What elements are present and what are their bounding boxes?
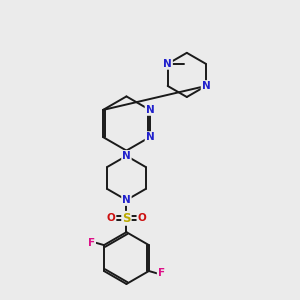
Text: S: S bbox=[122, 212, 131, 225]
Text: N: N bbox=[202, 81, 210, 91]
Text: F: F bbox=[88, 238, 95, 248]
Text: F: F bbox=[158, 268, 165, 278]
Text: O: O bbox=[137, 213, 146, 223]
Text: N: N bbox=[122, 151, 131, 161]
Text: N: N bbox=[146, 132, 154, 142]
Text: O: O bbox=[107, 213, 116, 223]
Text: N: N bbox=[163, 59, 172, 69]
Text: N: N bbox=[146, 105, 154, 115]
Text: N: N bbox=[122, 195, 131, 205]
